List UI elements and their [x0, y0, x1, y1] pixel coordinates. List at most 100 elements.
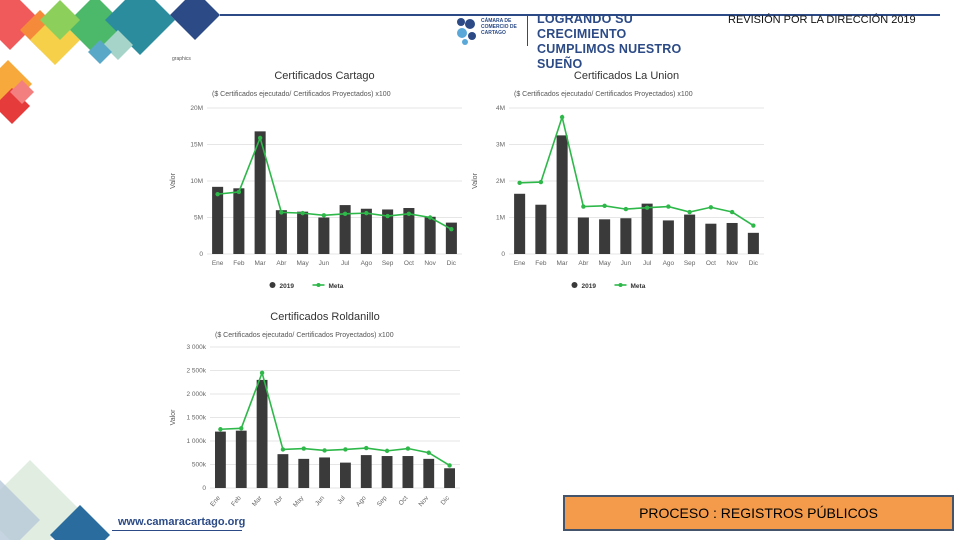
x-tick-label: Dic: [749, 260, 759, 267]
chart-roldanillo: Certificados Roldanillo ($ Certificados e…: [170, 311, 460, 508]
bar-2019: [535, 204, 547, 254]
point-meta: [322, 448, 327, 453]
bar-2019: [402, 456, 414, 488]
chart-cartago: Certificados Cartago ($ Certificados ejec…: [170, 70, 462, 290]
decorative-diamonds: [0, 0, 220, 124]
point-meta: [257, 135, 263, 141]
point-meta: [301, 446, 306, 451]
line-meta: [217, 135, 452, 230]
point-meta: [259, 370, 265, 376]
x-tick-label: Ene: [209, 495, 222, 508]
x-tick-label: Jun: [319, 260, 330, 267]
bar-2019: [382, 209, 394, 254]
point-meta: [602, 203, 607, 209]
point-meta: [708, 205, 714, 210]
x-tick-label: Ago: [663, 260, 675, 267]
point-meta: [300, 210, 305, 216]
slogan: LOGRANDO SU CRECIMIENTO CUMPLIMOS NUESTR…: [537, 12, 705, 72]
x-tick-label: Ago: [361, 260, 373, 267]
header-rule: [220, 14, 940, 16]
point-meta: [343, 447, 348, 452]
x-tick-label: Ene: [212, 260, 224, 267]
chart-title: Certificados Cartago: [274, 70, 374, 82]
x-tick-label: Jul: [643, 260, 652, 267]
x-tick-label: May: [292, 494, 306, 508]
website-url[interactable]: www.camaracartago.org: [118, 516, 246, 528]
y-tick-label: 4M: [496, 105, 505, 112]
legend-label-meta: Meta: [329, 283, 344, 290]
bar-2019: [212, 186, 224, 254]
bar-2019: [444, 468, 455, 488]
bar-2019: [297, 211, 309, 254]
point-meta: [236, 189, 242, 195]
x-tick-label: Feb: [230, 494, 243, 507]
bar-2019: [298, 458, 310, 488]
point-meta: [384, 448, 390, 454]
bar-2019: [256, 379, 268, 488]
x-tick-label: Ene: [514, 260, 526, 267]
y-tick-label: 500k: [192, 462, 207, 469]
x-tick-label: Nov: [417, 494, 430, 508]
y-tick-label: 20M: [190, 105, 203, 112]
y-tick-label: 1M: [496, 215, 505, 222]
process-label: PROCESO : REGISTROS PÚBLICOS: [563, 495, 954, 531]
point-meta: [751, 223, 756, 228]
point-meta: [538, 179, 544, 185]
bar-2019: [381, 456, 393, 488]
chart-subtitle: ($ Certificados ejecutado/ Certificados …: [212, 91, 391, 98]
x-tick-label: Jul: [341, 260, 350, 267]
x-tick-label: Feb: [535, 260, 547, 267]
legend-dot-meta: [618, 283, 623, 287]
slogan-line-1: LOGRANDO SU CRECIMIENTO: [537, 12, 633, 41]
logo-org-name: CÁMARA DE COMERCIO DE CARTAGO: [481, 18, 517, 36]
point-meta: [559, 114, 565, 120]
legend-label-2019: 2019: [582, 283, 597, 290]
y-tick-label: 5M: [194, 215, 203, 222]
bar-2019: [423, 458, 435, 488]
bar-2019: [254, 131, 266, 254]
bar-2019: [340, 462, 351, 488]
point-meta: [385, 213, 390, 219]
x-tick-label: Mar: [251, 494, 264, 508]
x-tick-label: Abr: [276, 260, 287, 267]
y-tick-label: 2 500k: [186, 368, 206, 375]
y-axis-label: Valor: [170, 409, 177, 425]
x-tick-label: May: [598, 260, 611, 267]
camara-logo-icon: [457, 18, 476, 45]
point-meta: [517, 180, 522, 186]
page-tag: graphics: [172, 56, 191, 62]
x-tick-label: Oct: [706, 260, 716, 267]
slogan-line-2: CUMPLIMOS NUESTRO SUEÑO: [537, 42, 682, 71]
chart-la-union: Certificados La Union ($ Certificados eje…: [472, 70, 764, 290]
bar-2019: [403, 208, 415, 254]
x-tick-label: Dic: [447, 260, 457, 267]
bar-2019: [277, 454, 289, 488]
x-tick-label: Mar: [557, 260, 569, 267]
bar-2019: [339, 205, 351, 254]
point-meta: [239, 426, 244, 431]
x-tick-label: Oct: [398, 495, 410, 507]
x-tick-label: May: [296, 260, 309, 267]
y-tick-label: 1 000k: [186, 438, 206, 445]
point-meta: [215, 191, 220, 197]
x-tick-label: Mar: [255, 260, 267, 267]
legend-label-meta: Meta: [631, 283, 646, 290]
chart-subtitle: ($ Certificados ejecutado/ Certificados …: [514, 91, 693, 98]
logo-separator: [527, 14, 528, 46]
x-tick-label: Feb: [233, 260, 245, 267]
point-meta: [449, 226, 454, 232]
y-tick-label: 0: [501, 251, 505, 258]
point-meta: [426, 450, 431, 455]
x-tick-label: Jul: [336, 494, 347, 505]
bar-2019: [445, 222, 457, 254]
bar-2019: [514, 193, 526, 254]
y-tick-label: 10M: [190, 178, 203, 185]
x-tick-label: Sep: [376, 495, 389, 508]
point-meta: [364, 210, 369, 216]
y-tick-label: 0: [199, 251, 203, 258]
y-axis-label: Valor: [472, 172, 479, 188]
point-meta: [729, 209, 735, 215]
legend-marker-2019: [269, 282, 276, 288]
footer-rule: [112, 530, 242, 531]
process-text: PROCESO : REGISTROS PÚBLICOS: [639, 505, 878, 521]
